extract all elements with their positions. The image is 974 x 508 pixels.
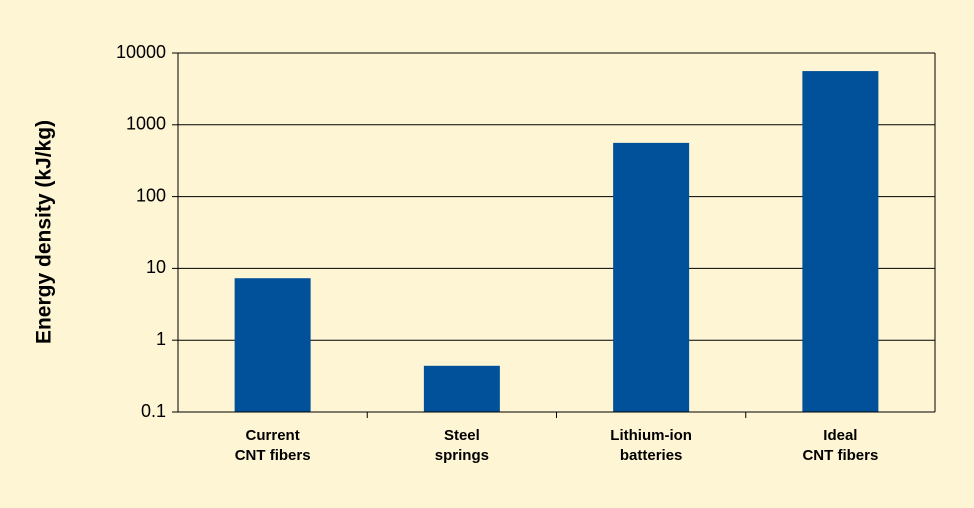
x-tick-label: springs <box>435 447 489 464</box>
bar <box>613 142 690 412</box>
x-tick-label: batteries <box>620 447 683 464</box>
bar <box>234 278 311 412</box>
x-tick-label: CNT fibers <box>802 447 878 464</box>
y-tick-label: 1000 <box>126 114 166 134</box>
x-tick-label: CNT fibers <box>235 447 311 464</box>
y-tick-label: 1 <box>156 329 166 349</box>
x-tick-label: Current <box>246 427 300 444</box>
bar <box>802 71 879 412</box>
bar <box>423 365 500 412</box>
x-tick-label: Ideal <box>823 427 857 444</box>
x-tick-label: Lithium-ion <box>610 427 692 444</box>
y-tick-label: 10000 <box>116 42 166 62</box>
y-tick-label: 10 <box>146 257 166 277</box>
y-tick-label: 100 <box>136 185 166 205</box>
y-axis-label: Energy density (kJ/kg) <box>33 120 56 344</box>
x-tick-label: Steel <box>444 427 480 444</box>
y-tick-label: 0.1 <box>141 401 166 421</box>
